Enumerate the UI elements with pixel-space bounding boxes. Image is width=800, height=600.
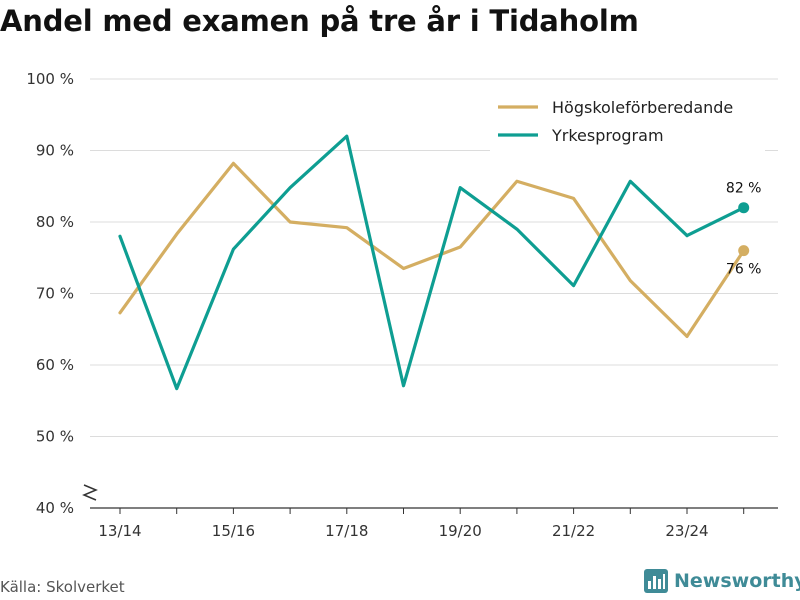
gridlines (90, 78, 778, 437)
series-line (118, 161, 689, 338)
end-value-label: 82 % (726, 181, 762, 197)
series-last-segment (685, 206, 746, 238)
y-tick-label: 50 % (36, 428, 74, 446)
source-note: Källa: Skolverket (0, 578, 125, 596)
legend-label: Yrkesprogram (551, 126, 664, 145)
x-tick-label: 13/14 (98, 522, 141, 540)
legend: Högskoleförberedande Yrkesprogram (490, 92, 765, 152)
y-tick-label: 90 % (36, 142, 74, 160)
x-tick-label: 21/22 (552, 522, 595, 540)
x-tick-label: 23/24 (665, 522, 708, 540)
y-tick-label: 80 % (36, 213, 74, 231)
legend-label: Högskoleförberedande (552, 98, 733, 117)
x-tick-label: 15/16 (212, 522, 255, 540)
x-tick-label: 17/18 (325, 522, 368, 540)
series-last-segment (685, 249, 746, 338)
y-tick-label: 100 % (26, 70, 74, 88)
series-line (118, 134, 689, 391)
bar-chart-logo-icon (644, 569, 668, 593)
end-value-label: 76 % (726, 262, 762, 278)
legend-background (490, 92, 765, 152)
chart-title: Andel med examen på tre år i Tidaholm (0, 4, 639, 38)
y-tick-label: 70 % (36, 285, 74, 303)
series-end-point (738, 202, 750, 214)
series-lines: 76 % 82 % (118, 134, 762, 391)
axis-break-zigzag (82, 484, 98, 501)
series-end-point (738, 245, 750, 257)
axis-break-icon (82, 484, 98, 501)
brand-logo: Newsworthy (644, 569, 800, 593)
y-tick-label: 40 % (36, 499, 74, 517)
brand-name: Newsworthy (674, 570, 800, 592)
y-tick-label: 60 % (36, 356, 74, 374)
x-tick-label: 19/20 (439, 522, 482, 540)
x-axis: 13/14 15/16 17/18 19/20 21/22 23/24 (90, 507, 778, 540)
y-axis-tick-labels: 40 % 50 % 60 % 70 % 80 % 90 % 100 % (26, 70, 74, 517)
